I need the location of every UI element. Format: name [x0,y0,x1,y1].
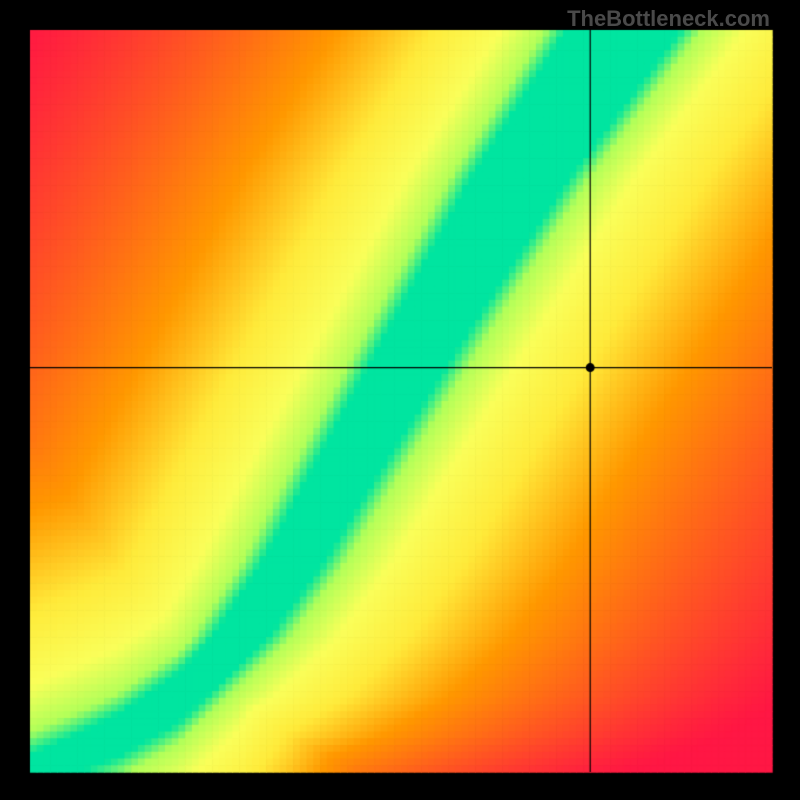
bottleneck-heatmap [0,0,800,800]
watermark-text: TheBottleneck.com [567,6,770,32]
